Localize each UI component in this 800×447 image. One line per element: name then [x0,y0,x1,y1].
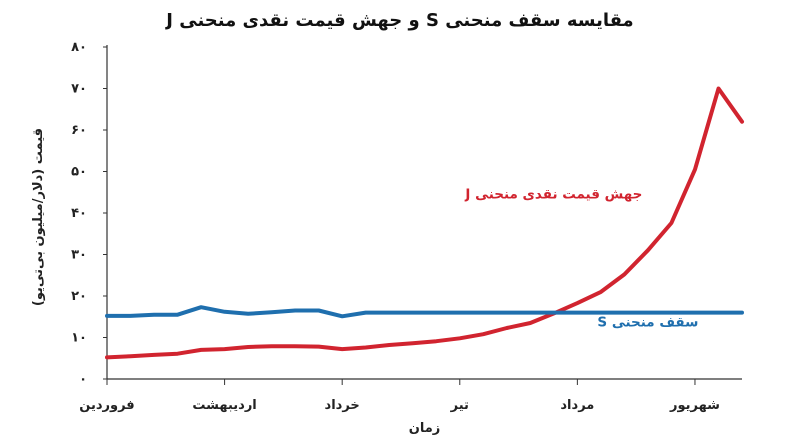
series-line [105,86,744,360]
y-tick-label: ۵۰ [71,165,87,180]
x-axis-title: زمان [409,421,441,436]
y-tick-label: ۳۰ [71,248,87,263]
y-tick-label: ۲۰ [71,289,87,304]
series-label: جهش قیمت نقدی منحنی J [464,186,642,202]
series-line [105,305,744,319]
x-tick-label: مرداد [560,398,594,413]
y-tick-label: ۱۰ [71,331,87,346]
x-axis-ticks: فروردین اردیبهشت خرداد تیر مرداد شهریور [79,379,720,413]
x-tick-label: خرداد [325,398,360,413]
x-tick-label: تیر [450,398,469,413]
x-tick-label: فروردین [79,398,134,413]
y-tick-label: ۰ [79,372,87,387]
y-tick-label: ۶۰ [71,123,87,138]
x-tick-label: شهریور [669,398,720,413]
axes [106,45,742,380]
series-lines [105,86,744,360]
y-tick-label: ۸۰ [71,40,87,55]
series-labels: جهش قیمت نقدی منحنی J سقف منحنی S [464,186,698,330]
chart-title: مقایسه سقف منحنی S و جهش قیمت نقدی منحنی… [164,10,633,31]
x-tick-label: اردیبهشت [192,398,256,413]
y-axis-title: قیمت (دلار/میلیون بی‌تی‌یو) [31,128,46,306]
y-tick-label: ۷۰ [71,82,87,97]
y-tick-label: ۴۰ [71,206,87,221]
y-axis-ticks: ۰ ۱۰ ۲۰ ۳۰ ۴۰ ۵۰ ۶۰ ۷۰ ۸۰ [71,40,107,387]
series-label: سقف منحنی S [597,314,698,330]
